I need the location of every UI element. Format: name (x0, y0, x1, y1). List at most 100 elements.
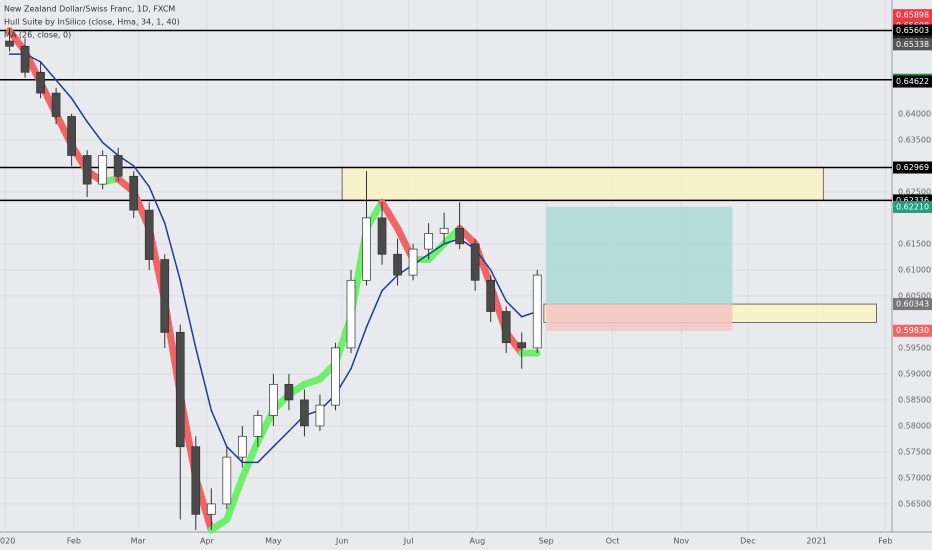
candle-body (36, 71, 45, 94)
price-label: 0.62336 (896, 196, 929, 205)
x-tick-label: Mar (131, 537, 147, 546)
candle-body (237, 435, 247, 458)
x-tick-label: Oct (606, 537, 620, 546)
price-label-bg (893, 324, 932, 337)
ma-line (226, 445, 244, 464)
price-label-bg (893, 200, 932, 213)
x-tick-label: 2021 (806, 537, 826, 546)
x-tick-label: Aug (470, 537, 486, 546)
price-label: 0.62210 (896, 202, 929, 211)
candle-body (129, 175, 139, 211)
candle-body (20, 45, 30, 73)
ma-line (86, 120, 104, 144)
y-tick-label: 0.57000 (898, 473, 931, 482)
candle-body (486, 279, 496, 312)
ma-line (505, 300, 523, 318)
candle-body (362, 217, 371, 281)
candle-body (470, 243, 480, 281)
candle-body (98, 155, 108, 185)
ma-line (350, 326, 368, 370)
candle-body (532, 274, 542, 349)
candle-body (206, 503, 216, 515)
candle-body (517, 342, 527, 349)
y-tick-label: 0.61000 (898, 265, 931, 274)
x-tick-label: Feb (878, 537, 892, 546)
candle-body (300, 399, 309, 427)
candle-body (253, 415, 263, 437)
ma-line (148, 185, 166, 224)
candle-body (501, 311, 511, 344)
y-tick-label: 0.64000 (898, 109, 931, 118)
candle-body (393, 253, 402, 276)
price-label: 0.64622 (896, 77, 929, 86)
candle-body (455, 227, 464, 245)
chart-title: New Zealand Dollar/Swiss Franc, 1D, FXCM (4, 5, 175, 14)
ma-line (163, 222, 182, 282)
candle-body (346, 279, 356, 349)
x-tick-label: Nov (674, 537, 690, 546)
price-label: 0.60343 (896, 300, 929, 309)
ma-line (365, 289, 383, 328)
x-tick-label: 2020 (0, 537, 15, 546)
x-tick-label: Jun (335, 537, 349, 546)
y-tick-label: 0.58000 (898, 421, 931, 430)
ma-line (272, 430, 290, 448)
x-tick-label: Sep (539, 537, 554, 546)
price-label-bg (893, 9, 932, 22)
candle-body (160, 259, 170, 333)
candle-body (144, 209, 154, 260)
candle-body (284, 383, 294, 401)
ma-line (195, 347, 213, 412)
price-label-bg (893, 24, 932, 37)
price-label-bg (893, 75, 932, 88)
plot (0, 0, 892, 534)
candle-body (439, 227, 449, 234)
candle-body (315, 404, 325, 427)
ma-line (489, 269, 507, 302)
hull-line (238, 438, 262, 482)
candle-body (222, 456, 232, 505)
y-tick-label: 0.60500 (898, 291, 931, 300)
x-tick-label: Apr (200, 537, 215, 546)
ma-line (210, 409, 228, 448)
hull-line (378, 198, 402, 232)
ma-line (101, 141, 119, 157)
y-tick-label: 0.56500 (898, 499, 931, 508)
x-tick-label: May (265, 537, 282, 546)
candle-body (408, 248, 418, 276)
price-label: 0.65338 (896, 40, 929, 49)
x-tick-label: Feb (67, 537, 81, 546)
candle-body (377, 217, 387, 255)
price-label: 0.65898 (896, 11, 929, 20)
price-label: 0.62969 (896, 163, 929, 172)
price-label-bg (893, 298, 932, 311)
zone (546, 206, 733, 305)
price-label: 0.59830 (896, 326, 929, 335)
ma-line (70, 97, 88, 123)
x-tick-label: Jul (403, 537, 414, 546)
ma-line (179, 279, 197, 349)
zone (341, 167, 824, 201)
candle-body (5, 40, 14, 47)
price-label-bg (893, 38, 932, 51)
x-tick-label: Dec (740, 537, 755, 546)
ma-line (39, 61, 57, 81)
candle-body (113, 155, 123, 177)
candle-body (175, 331, 185, 448)
ma-line (55, 79, 73, 100)
ma-line (257, 445, 275, 464)
price-label: 0.65603 (896, 26, 929, 35)
candle-body (191, 446, 201, 515)
ma-line (381, 274, 399, 292)
ma-line (427, 243, 445, 256)
y-tick-label: 0.63500 (898, 135, 931, 144)
candle-body (82, 155, 92, 185)
candle-body (424, 233, 433, 250)
y-tick-label: 0.62500 (898, 187, 931, 196)
y-tick-label: 0.59500 (898, 343, 931, 352)
zone (546, 304, 733, 331)
y-tick-label: 0.57500 (898, 447, 931, 456)
y-tick-label: 0.61500 (898, 239, 931, 248)
